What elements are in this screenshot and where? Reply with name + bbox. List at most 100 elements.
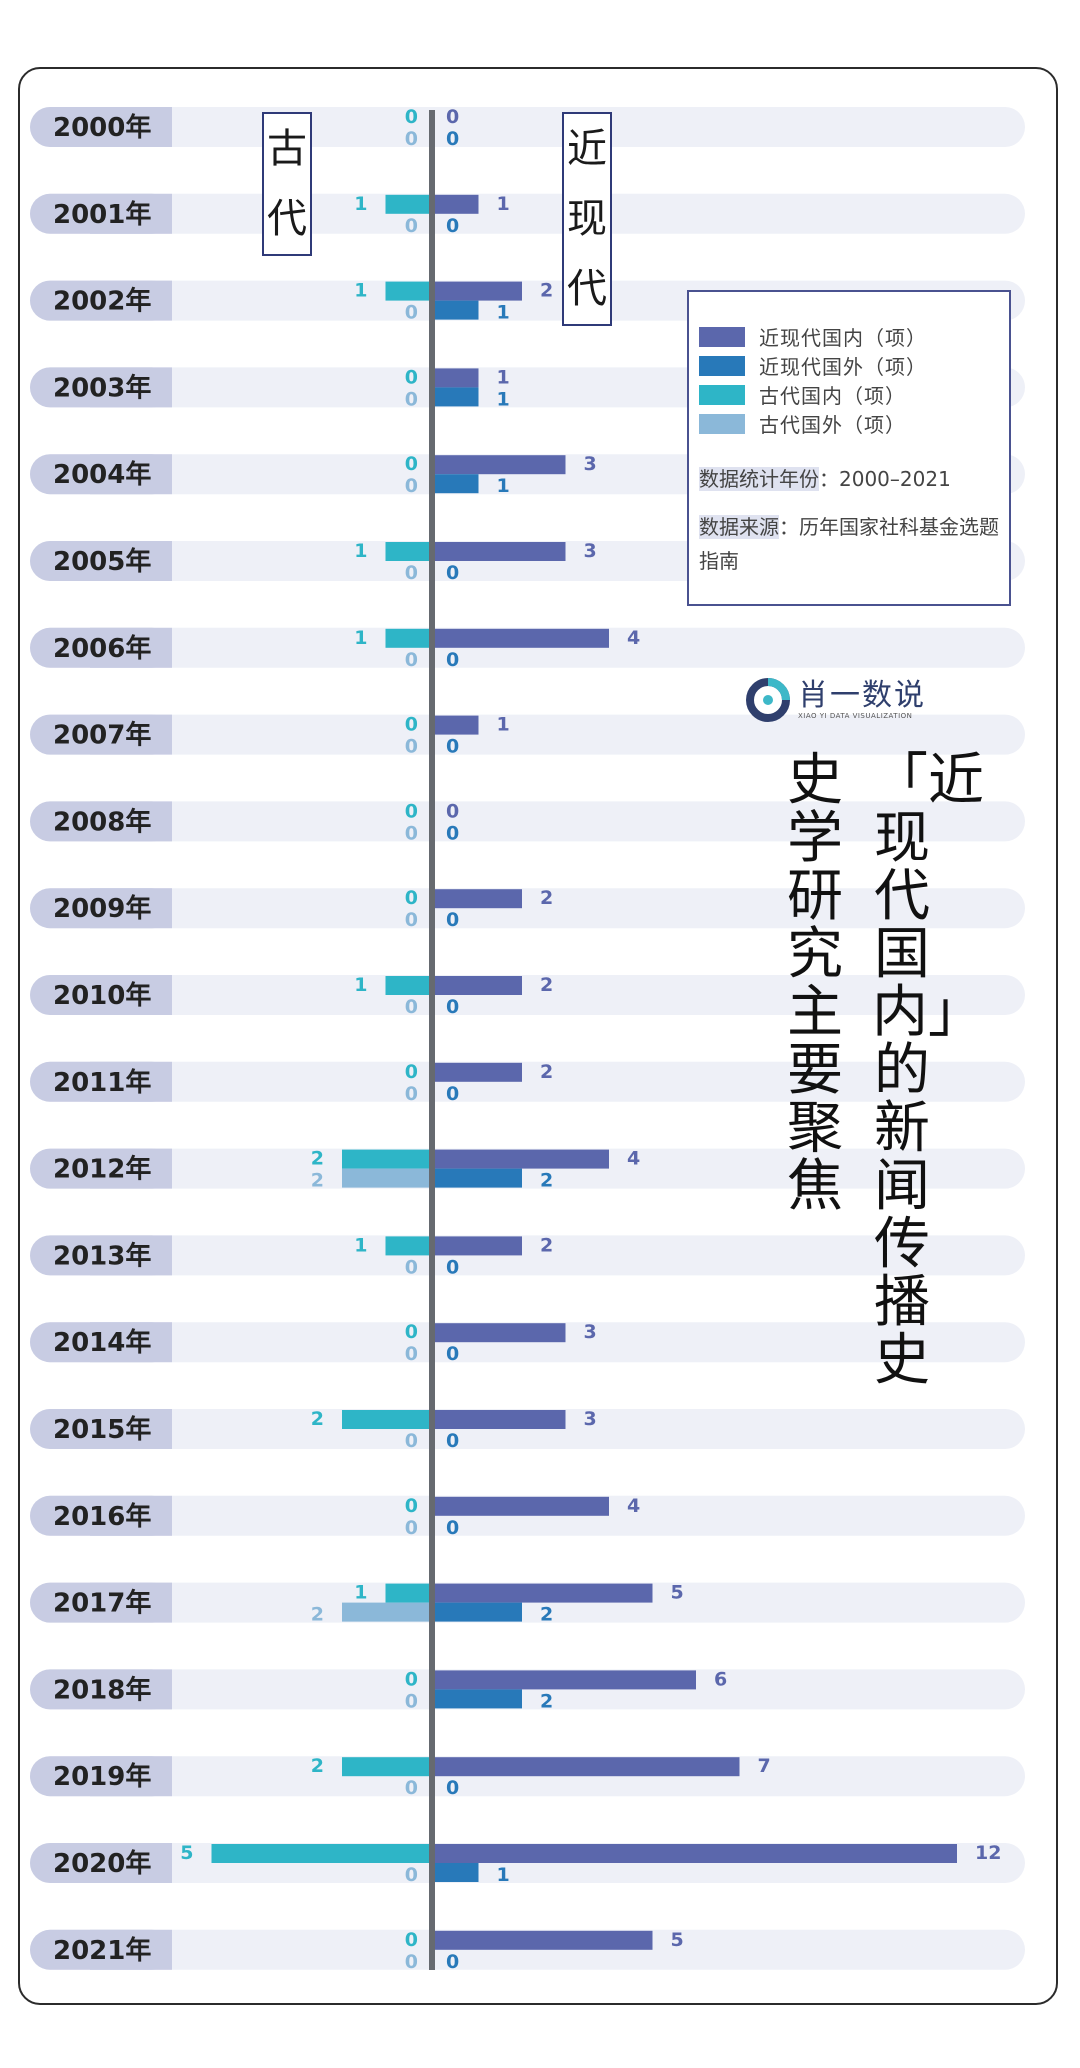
data-label: 1	[354, 193, 367, 215]
data-source-key: 数据来源	[699, 515, 779, 539]
data-label: 1	[497, 193, 510, 215]
year-label: 2021年	[53, 1935, 151, 1966]
data-label: 2	[540, 1234, 553, 1256]
year-pill	[90, 1061, 172, 1102]
row-stripe	[30, 193, 1025, 234]
data-label: 0	[405, 106, 418, 128]
year-label: 2017年	[53, 1588, 151, 1619]
data-label: 2	[540, 1690, 553, 1712]
data-label: 3	[584, 1408, 597, 1430]
legend-item-ancient-foreign: 古代国外（项）	[699, 409, 1009, 438]
data-label: 0	[405, 475, 418, 497]
data-label: 0	[405, 996, 418, 1018]
bar-ancient-domestic	[342, 1410, 429, 1429]
bar-ancient-domestic	[342, 1149, 429, 1169]
data-label: 0	[405, 562, 418, 584]
data-label: 2	[540, 280, 553, 302]
data-label: 0	[446, 1951, 459, 1973]
bar-modern-domestic	[435, 1496, 609, 1516]
year-pill	[90, 1843, 172, 1883]
data-label: 0	[446, 649, 459, 671]
data-label: 2	[311, 1604, 324, 1626]
bar-modern-foreign	[435, 387, 479, 407]
ancient-side-label: 古代	[262, 112, 312, 256]
year-pill	[90, 801, 172, 842]
data-label: 0	[405, 822, 418, 844]
data-label: 12	[975, 1842, 1001, 1864]
chart-frame	[18, 67, 1058, 2005]
year-pill	[90, 627, 172, 668]
data-label: 0	[446, 736, 459, 758]
year-label: 2020年	[53, 1848, 151, 1879]
year-label: 2004年	[53, 459, 151, 490]
row-stripe	[30, 1061, 1025, 1102]
data-label: 4	[627, 627, 640, 649]
data-label: 1	[497, 475, 510, 497]
data-label: 1	[497, 388, 510, 410]
data-label: 0	[405, 887, 418, 909]
data-label: 1	[354, 1234, 367, 1256]
data-label: 2	[540, 887, 553, 909]
data-label: 0	[405, 649, 418, 671]
data-label: 1	[354, 280, 367, 302]
data-label: 0	[405, 736, 418, 758]
data-label: 0	[405, 1061, 418, 1083]
year-pill	[90, 714, 172, 755]
data-label: 0	[405, 388, 418, 410]
year-pill	[90, 888, 172, 929]
year-label: 2012年	[53, 1154, 151, 1185]
year-pill	[90, 1235, 172, 1276]
bar-modern-domestic	[435, 1062, 522, 1082]
data-label: 0	[446, 996, 459, 1018]
bar-modern-domestic	[435, 1410, 566, 1429]
data-label: 1	[354, 1582, 367, 1604]
legend-swatch	[699, 413, 745, 434]
data-label: 0	[446, 909, 459, 931]
data-label: 0	[405, 1495, 418, 1517]
data-label: 0	[446, 1083, 459, 1105]
data-label: 3	[584, 453, 597, 475]
bar-modern-foreign	[435, 1689, 522, 1709]
bar-modern-foreign	[435, 1602, 522, 1622]
bar-ancient-foreign	[342, 1602, 429, 1622]
data-label: 0	[446, 1777, 459, 1799]
data-label: 0	[446, 1430, 459, 1452]
chart-title: 「近现代国内」的新闻传播史	[872, 748, 984, 1393]
data-label: 0	[446, 800, 459, 822]
data-label: 0	[405, 1777, 418, 1799]
data-label: 0	[446, 215, 459, 237]
row-stripe	[30, 888, 1025, 929]
year-label: 2005年	[53, 546, 151, 577]
row-stripe	[30, 1235, 1025, 1276]
data-label: 1	[354, 974, 367, 996]
bar-ancient-domestic	[385, 281, 429, 301]
stat-years-key: 数据统计年份	[699, 467, 819, 491]
bar-modern-domestic	[435, 281, 522, 301]
data-label: 0	[446, 822, 459, 844]
bar-ancient-domestic	[385, 542, 429, 561]
year-pill	[90, 1669, 172, 1710]
legend-swatch	[699, 326, 745, 347]
bar-modern-domestic	[435, 542, 566, 561]
bar-ancient-domestic	[385, 194, 429, 214]
data-label: 0	[446, 1517, 459, 1539]
data-label: 0	[405, 1343, 418, 1365]
data-label: 4	[627, 1148, 640, 1170]
year-pill	[90, 1322, 172, 1363]
stat-years: 数据统计年份：2000–2021	[699, 462, 1009, 496]
logo-name: 肖一数说	[798, 678, 926, 713]
data-label: 3	[584, 1321, 597, 1343]
data-label: 0	[405, 1864, 418, 1886]
year-pill	[90, 1756, 172, 1797]
year-label: 2002年	[53, 286, 151, 317]
data-label: 5	[180, 1842, 193, 1864]
data-label: 0	[405, 1430, 418, 1452]
data-source-value: ：历年国家社科基金选题指南	[699, 515, 999, 573]
data-label: 4	[627, 1495, 640, 1517]
data-label: 1	[497, 1864, 510, 1886]
data-label: 2	[540, 1061, 553, 1083]
legend-label: 古代国外（项）	[759, 413, 906, 437]
data-label: 2	[311, 1170, 324, 1192]
data-label: 7	[758, 1755, 771, 1777]
year-pill	[90, 541, 172, 581]
